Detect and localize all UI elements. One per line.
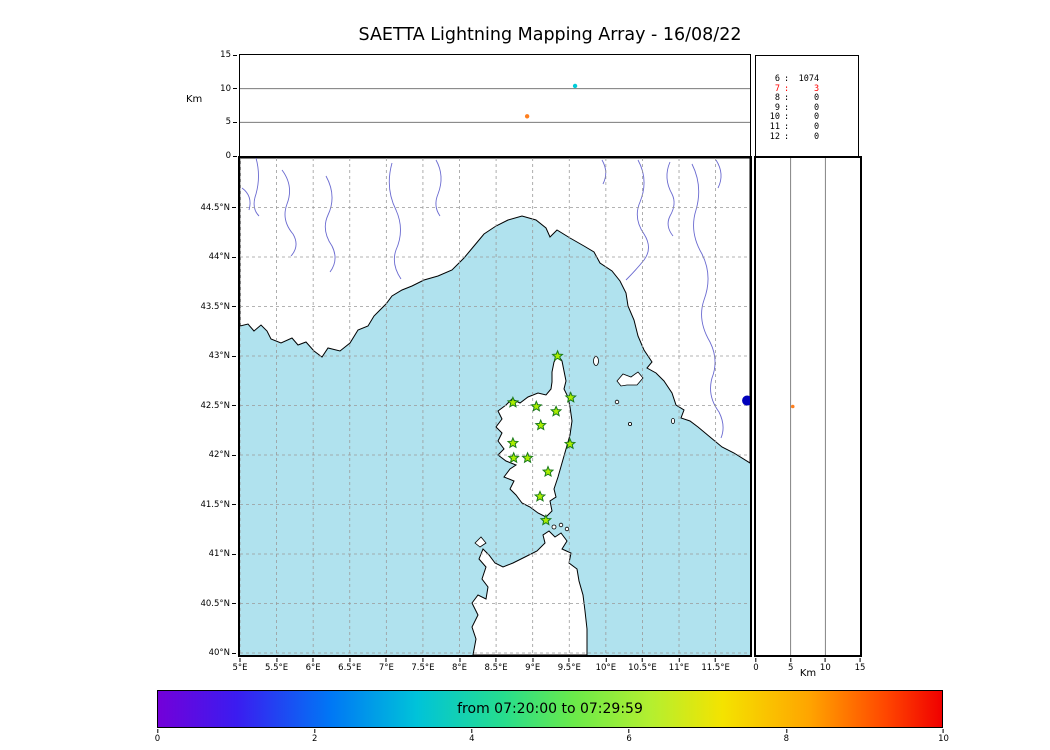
lat-tick-label: 43.5°N: [160, 302, 236, 312]
montecristo-island: [628, 422, 631, 425]
lon-tick-label: 6.5°E: [338, 658, 361, 673]
lon-tick-label: 5.5°E: [265, 658, 288, 673]
lon-tick-label: 10°E: [596, 658, 616, 673]
figure-title: SAETTA Lightning Mapping Array - 16/08/2…: [240, 25, 860, 45]
altitude-latitude-panel: [754, 156, 862, 657]
station-counts-table: 6:10747:38:09:010:011:012:0: [768, 75, 819, 142]
maddalena-island: [552, 525, 556, 529]
lon-tick-label: 11°E: [669, 658, 689, 673]
lightning-source-dot: [525, 114, 529, 118]
right-xtick-label: 15: [855, 658, 866, 673]
right-xtick-label: 0: [753, 658, 758, 673]
maddalena-island: [565, 527, 569, 531]
map-panel: [238, 156, 752, 657]
time-colorbar: from 07:20:00 to 07:29:59: [157, 690, 943, 728]
lat-tick-label: 41°N: [160, 549, 236, 559]
colorbar-tick-label: 6: [626, 729, 631, 744]
lon-tick-label: 11.5°E: [701, 658, 730, 673]
right-axis-label: Km: [754, 668, 862, 679]
altitude-ytick-label: 5: [177, 117, 237, 127]
pianosa-island: [615, 400, 619, 404]
colorbar-tick-label: 10: [938, 729, 949, 744]
colorbar-label: from 07:20:00 to 07:29:59: [158, 691, 942, 727]
lon-tick-label: 9°E: [525, 658, 540, 673]
lon-tick-label: 8°E: [452, 658, 467, 673]
lat-tick-label: 42.5°N: [160, 401, 236, 411]
altitude-time-plot: [240, 55, 750, 156]
capraia-island: [594, 357, 599, 366]
map-plot: [240, 158, 750, 655]
lat-tick-label: 41.5°N: [160, 500, 236, 510]
figure: SAETTA Lightning Mapping Array - 16/08/2…: [0, 0, 1050, 750]
altitude-latitude-plot: [756, 158, 860, 655]
lat-tick-label: 44°N: [160, 252, 236, 262]
altitude-time-panel: [239, 54, 751, 158]
colorbar-tick-label: 8: [784, 729, 789, 744]
lat-tick-label: 40.5°N: [160, 599, 236, 609]
colorbar-tick-label: 4: [469, 729, 474, 744]
lightning-source-dot: [791, 405, 795, 409]
altitude-axis-label: Km: [186, 94, 202, 105]
lon-tick-label: 10.5°E: [628, 658, 657, 673]
altitude-ytick-label: 0: [177, 151, 237, 161]
lat-tick-label: 43°N: [160, 351, 236, 361]
lightning-source-dot: [573, 84, 577, 88]
station-count-row: 12:0: [768, 133, 819, 143]
lon-tick-label: 6°E: [306, 658, 321, 673]
altitude-ytick-label: 15: [177, 50, 237, 60]
lon-tick-label: 7°E: [379, 658, 394, 673]
lon-tick-label: 5°E: [232, 658, 247, 673]
lon-tick-label: 8.5°E: [485, 658, 508, 673]
lat-tick-label: 40°N: [160, 648, 236, 658]
altitude-ytick-label: 10: [177, 84, 237, 94]
lon-tick-label: 9.5°E: [558, 658, 581, 673]
station-stats-panel: 6:10747:38:09:010:011:012:0: [755, 55, 859, 158]
right-xtick-label: 5: [788, 658, 793, 673]
lat-tick-label: 44.5°N: [160, 203, 236, 213]
right-xtick-label: 10: [820, 658, 831, 673]
giglio-island: [671, 418, 674, 423]
colorbar-tick-label: 0: [155, 729, 160, 744]
colorbar-tick-label: 2: [312, 729, 317, 744]
maddalena-island: [559, 523, 563, 527]
lat-tick-label: 42°N: [160, 450, 236, 460]
lon-tick-label: 7.5°E: [411, 658, 434, 673]
